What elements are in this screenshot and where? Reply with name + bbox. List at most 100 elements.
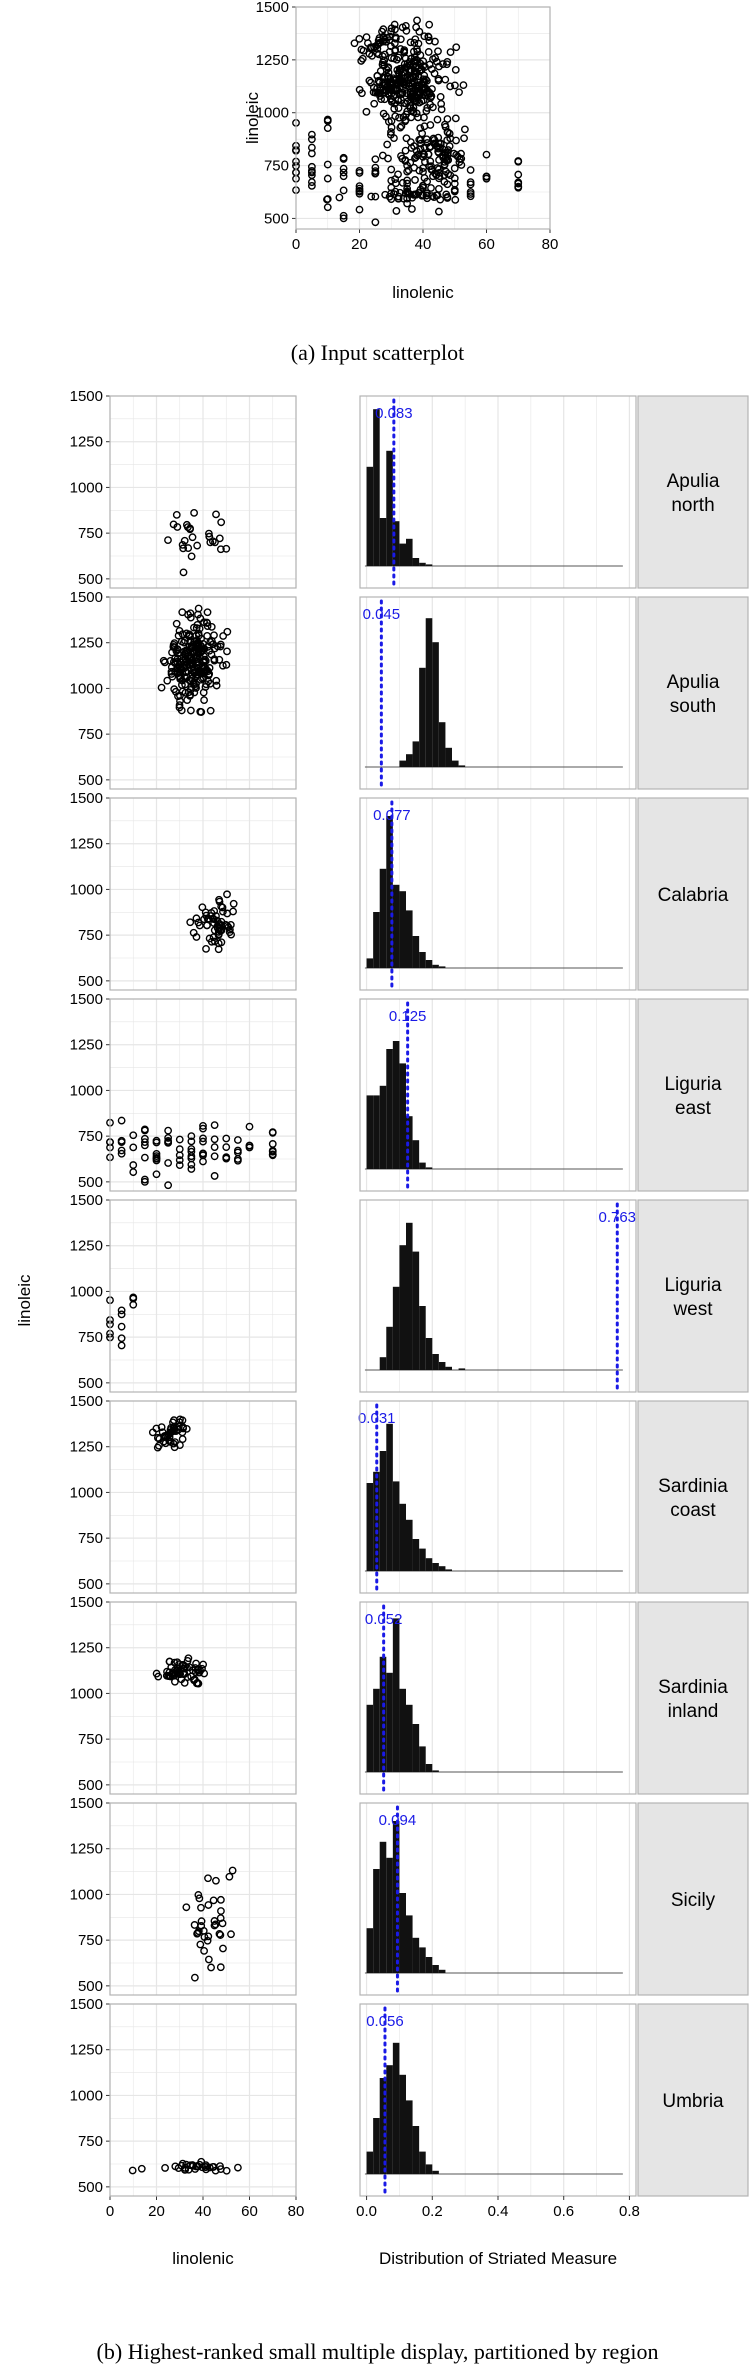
- data-point: [174, 692, 182, 701]
- panel-border: [109, 1802, 297, 1996]
- data-point: [416, 124, 425, 133]
- histogram-bar: [386, 450, 393, 566]
- histogram-bar: [373, 2118, 380, 2174]
- data-point: [193, 1678, 202, 1687]
- y-tick-label: 500: [78, 1174, 103, 1191]
- y-tick-label: 1250: [70, 1841, 103, 1858]
- data-point: [199, 1134, 207, 1143]
- facet-strip-4: Liguria west: [637, 1199, 749, 1393]
- data-point: [168, 672, 177, 681]
- data-point: [365, 76, 374, 85]
- histogram-bar: [366, 466, 374, 566]
- data-point: [205, 2163, 214, 2172]
- data-point: [212, 510, 220, 519]
- histogram-bar: [392, 2042, 400, 2174]
- data-point: [390, 39, 399, 48]
- data-point: [196, 645, 205, 654]
- data-point: [182, 668, 191, 677]
- measure-label: 0.045: [363, 606, 401, 623]
- data-point: [387, 27, 395, 36]
- data-point: [390, 75, 399, 84]
- data-point: [202, 944, 210, 953]
- data-point: [204, 1901, 213, 1909]
- y-tick-label: 1000: [70, 680, 103, 697]
- data-point: [178, 1428, 187, 1437]
- data-point: [164, 536, 172, 545]
- data-point: [380, 56, 389, 65]
- data-point: [397, 152, 405, 160]
- y-tick-label: 500: [78, 973, 103, 990]
- data-point: [202, 618, 211, 627]
- data-point: [441, 154, 450, 163]
- facet-histogram-6: 0.052: [359, 1601, 637, 1796]
- data-point: [209, 640, 217, 649]
- data-point: [216, 926, 225, 935]
- histogram-bar: [406, 538, 413, 566]
- histogram-bar: [399, 891, 406, 968]
- data-point: [205, 646, 214, 655]
- data-point: [201, 908, 210, 917]
- data-point: [391, 25, 399, 34]
- histogram-bar: [373, 1688, 380, 1772]
- data-point: [400, 99, 409, 108]
- histogram-bar: [425, 618, 433, 767]
- measure-label: 0.094: [379, 1812, 417, 1829]
- data-point: [424, 32, 433, 41]
- data-point: [210, 907, 219, 915]
- histogram-bar: [386, 816, 393, 968]
- data-point: [172, 619, 181, 628]
- data-point: [381, 112, 390, 121]
- data-point: [446, 82, 455, 91]
- data-point: [176, 675, 185, 683]
- data-point: [166, 1428, 175, 1437]
- data-point: [210, 1921, 219, 1930]
- data-point: [407, 144, 416, 152]
- data-point: [233, 1146, 242, 1155]
- data-point: [307, 162, 316, 171]
- histogram-bar: [406, 754, 413, 767]
- data-point: [427, 184, 435, 192]
- data-point: [173, 645, 182, 654]
- data-point: [387, 54, 396, 62]
- strip-label: east: [675, 1098, 712, 1119]
- data-point: [205, 529, 213, 538]
- data-point: [357, 45, 366, 54]
- data-point: [514, 170, 523, 179]
- data-point: [268, 1150, 277, 1159]
- data-point: [188, 533, 197, 542]
- data-point: [165, 1433, 174, 1442]
- strip-label: Apulia: [667, 672, 720, 693]
- data-point: [433, 164, 442, 172]
- data-point: [197, 634, 205, 643]
- data-point: [416, 145, 425, 153]
- data-point: [152, 1154, 161, 1163]
- data-point: [187, 1145, 196, 1153]
- data-point: [442, 155, 451, 164]
- histogram-bar: [445, 1569, 452, 1571]
- histogram-bar: [373, 1471, 380, 1571]
- measure-label: 0.031: [358, 1410, 396, 1427]
- strip-label: Sardinia: [658, 1476, 728, 1497]
- data-point: [194, 610, 202, 619]
- data-point: [387, 128, 395, 136]
- data-point: [387, 24, 396, 33]
- y-tick-label: 500: [264, 210, 289, 227]
- data-point: [129, 1143, 138, 1152]
- data-point: [164, 1139, 173, 1147]
- histogram-bar: [432, 1563, 439, 1571]
- panel-border: [359, 1400, 637, 1594]
- strip-label: Sardinia: [658, 1677, 728, 1698]
- data-point: [379, 34, 388, 42]
- strip-background: [637, 395, 749, 589]
- y-tick-label: 1250: [70, 2042, 103, 2059]
- data-point: [323, 115, 332, 124]
- data-point: [339, 172, 348, 181]
- data-point: [219, 907, 227, 916]
- data-point: [425, 20, 434, 29]
- data-point: [187, 683, 196, 692]
- data-point: [446, 171, 455, 180]
- data-point: [428, 103, 437, 112]
- data-point: [434, 139, 443, 148]
- data-point: [268, 1147, 277, 1156]
- data-point: [420, 174, 429, 182]
